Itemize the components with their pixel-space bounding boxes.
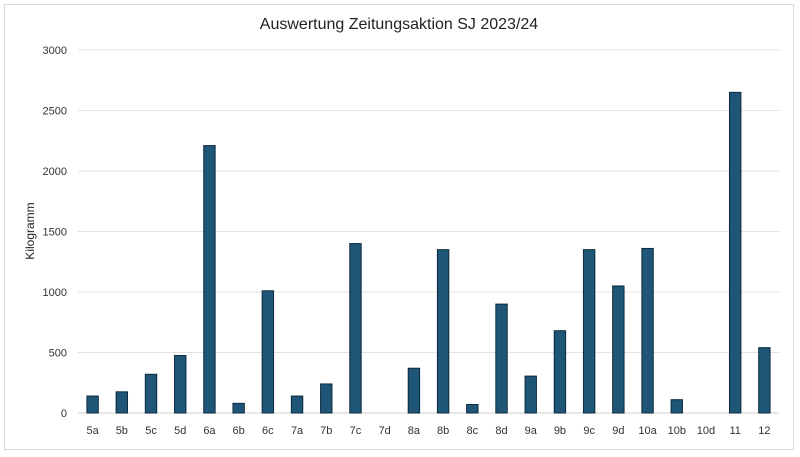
x-tick-label: 7a — [291, 425, 304, 437]
x-tick-label: 8b — [437, 425, 449, 437]
bar-5c — [144, 373, 158, 414]
bar-5d — [174, 355, 187, 414]
bar-8b — [436, 249, 450, 414]
bar-11 — [728, 91, 742, 414]
x-tick-label: 9b — [554, 425, 566, 437]
y-axis-ticks: 0 500 1000 1500 2000 2500 3000 — [43, 45, 67, 420]
bar-5a — [86, 395, 99, 414]
x-tick-label: 8d — [495, 425, 507, 437]
bar-5b — [115, 391, 129, 414]
bar-6a — [203, 145, 216, 414]
gridlines — [78, 49, 779, 414]
bar-8c — [466, 404, 479, 414]
bar-8a — [407, 367, 421, 414]
x-tick-label: 5d — [174, 425, 186, 437]
x-tick-label: 7b — [320, 425, 332, 437]
chart-frame — [4, 4, 794, 450]
bar-6c — [261, 290, 275, 414]
x-tick-label: 8a — [408, 425, 421, 437]
x-tick-label: 7d — [379, 425, 391, 437]
bars — [86, 91, 771, 414]
x-tick-label: 5b — [116, 425, 128, 437]
bar-7b — [320, 383, 333, 414]
x-axis-ticks: 5a 5b 5c 5d 6a 6b 6c 7a 7b 7c 7d 8a 8b 8c 8d 9a 9b 9c 9d 10… — [86, 425, 770, 437]
x-tick-label: 6c — [262, 425, 274, 437]
x-tick-label: 12 — [758, 425, 770, 437]
bar-10a — [641, 247, 654, 414]
bar-9d — [612, 285, 625, 414]
bar-12 — [758, 347, 771, 414]
y-axis-label: Kilogramm — [23, 202, 37, 259]
x-tick-label: 9d — [612, 425, 624, 437]
y-tick-label: 1000 — [43, 287, 67, 299]
chart-title: Auswertung Zeitungsaktion SJ 2023/24 — [260, 16, 539, 33]
x-tick-label: 5c — [145, 425, 157, 437]
bar-9c — [582, 249, 596, 414]
bar-8d — [495, 303, 508, 414]
y-tick-label: 3000 — [43, 45, 67, 57]
x-tick-label: 11 — [729, 425, 740, 437]
x-tick-label: 6b — [233, 425, 245, 437]
bar-10b — [670, 399, 683, 414]
x-tick-label: 9c — [583, 425, 595, 437]
y-tick-label: 2000 — [43, 166, 67, 178]
bar-7a — [290, 395, 304, 414]
y-tick-label: 0 — [61, 408, 67, 420]
bar-9a — [524, 375, 537, 414]
x-tick-label: 9a — [525, 425, 538, 437]
x-tick-label: 8c — [467, 425, 479, 437]
bar-7c — [349, 243, 362, 414]
x-tick-label: 10d — [697, 425, 715, 437]
x-tick-label: 10b — [668, 425, 686, 437]
y-tick-label: 1500 — [43, 227, 67, 239]
x-tick-label: 10a — [638, 425, 657, 437]
y-tick-label: 500 — [49, 348, 67, 360]
x-tick-label: 5a — [86, 425, 99, 437]
bar-9b — [553, 330, 567, 414]
x-tick-label: 6a — [203, 425, 216, 437]
y-tick-label: 2500 — [43, 106, 67, 118]
bar-6b — [232, 402, 245, 414]
x-tick-label: 7c — [350, 425, 362, 437]
